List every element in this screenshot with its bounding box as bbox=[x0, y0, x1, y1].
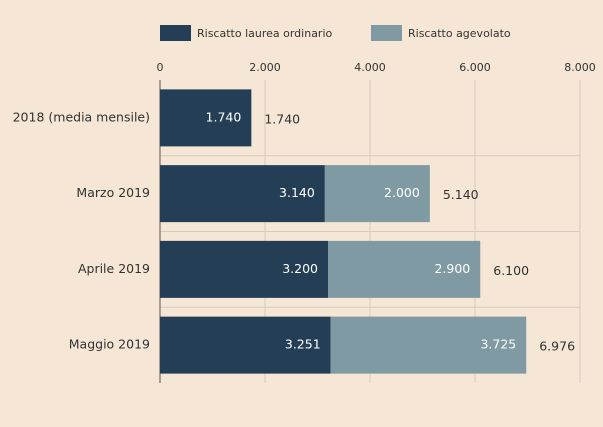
x-tick-label: 0 bbox=[157, 61, 164, 74]
y-tick-label: Aprile 2019 bbox=[78, 261, 150, 276]
bar-segment bbox=[328, 240, 481, 298]
legend-swatch bbox=[160, 25, 191, 41]
x-tick-label: 4.000 bbox=[354, 61, 386, 74]
bar-segment bbox=[330, 316, 527, 374]
x-tick-label: 8.000 bbox=[564, 61, 596, 74]
value-label: 3.200 bbox=[282, 261, 318, 276]
y-tick-label: Marzo 2019 bbox=[76, 185, 150, 200]
bar-segment bbox=[160, 165, 325, 223]
x-tick-label: 6.000 bbox=[459, 61, 491, 74]
value-label: 2.900 bbox=[434, 261, 470, 276]
bar-segment bbox=[160, 89, 252, 147]
y-tick-label: Maggio 2019 bbox=[69, 337, 150, 352]
value-label: 1.740 bbox=[206, 109, 242, 124]
value-label: 3.140 bbox=[279, 185, 315, 200]
total-label: 6.100 bbox=[493, 263, 529, 278]
bar-segment bbox=[324, 165, 430, 223]
total-label: 5.140 bbox=[443, 187, 479, 202]
legend-swatch bbox=[371, 25, 402, 41]
value-label: 3.251 bbox=[285, 337, 321, 352]
bar-segment bbox=[160, 316, 331, 374]
legend-label: Riscatto agevolato bbox=[408, 27, 511, 40]
value-label: 3.725 bbox=[480, 337, 516, 352]
bar-segment bbox=[160, 240, 328, 298]
y-tick-label: 2018 (media mensile) bbox=[13, 109, 150, 124]
total-label: 1.740 bbox=[264, 111, 300, 126]
value-label: 2.000 bbox=[384, 185, 420, 200]
legend-label: Riscatto laurea ordinario bbox=[197, 27, 333, 40]
total-label: 6.976 bbox=[539, 339, 575, 354]
x-tick-label: 2.000 bbox=[249, 61, 281, 74]
